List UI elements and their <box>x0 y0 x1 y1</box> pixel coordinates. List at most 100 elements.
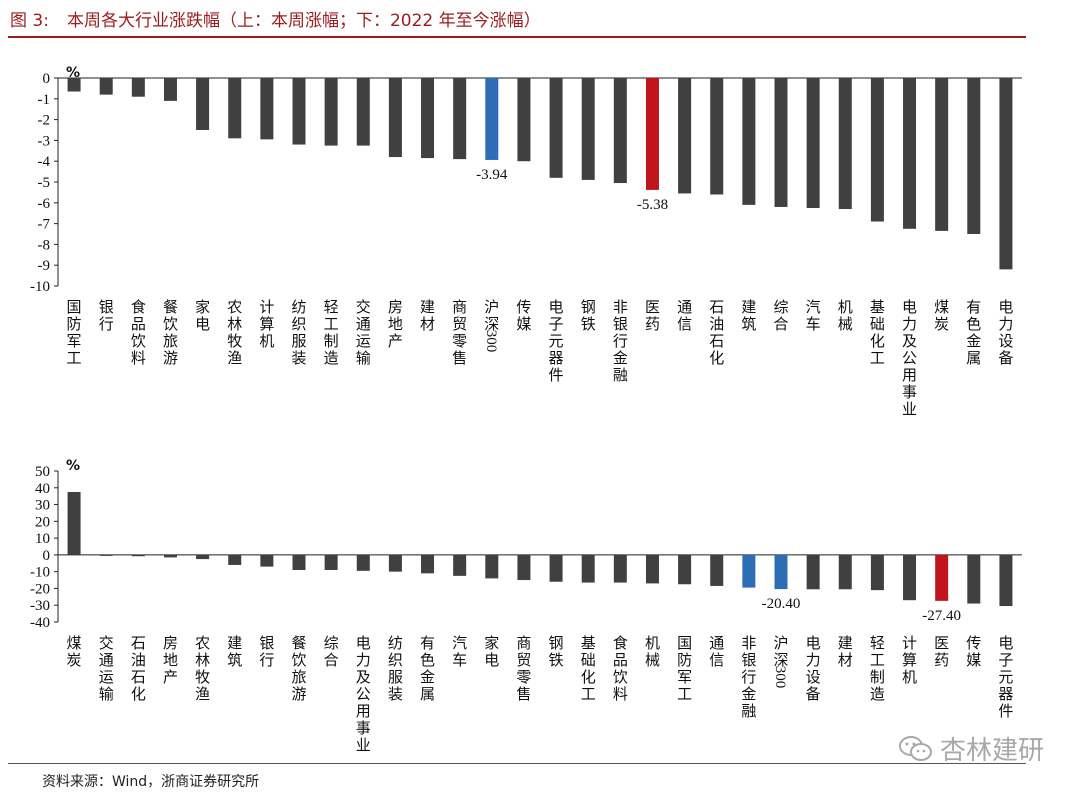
chart2-category-label: 售 <box>516 685 531 703</box>
chart2-category-label: 建 <box>838 634 853 652</box>
chart2-bar <box>453 554 467 576</box>
chart2-category-label: 煤 <box>67 634 82 652</box>
chart1-category-label: 础 <box>870 315 885 333</box>
chart1-category-label: 售 <box>452 349 467 367</box>
chart1-category-label: 商 <box>452 298 467 316</box>
chart1-bar <box>292 78 306 145</box>
chart1-category-label: 轻 <box>324 298 339 316</box>
chart1-category-label: 汽 <box>806 298 821 316</box>
chart1-category-label: 金 <box>966 332 981 350</box>
chart2-category-label: 算 <box>902 651 917 669</box>
chart2-category-label: 汽 <box>452 634 467 652</box>
chart1-bar <box>228 78 242 139</box>
chart2-category-label: 综 <box>324 634 339 652</box>
chart2-category-label: 力 <box>356 651 371 669</box>
chart1-category-label: 国 <box>67 298 82 316</box>
chart2-category-label: 属 <box>420 685 435 703</box>
chart1-category-label: 化 <box>709 349 724 367</box>
chart2-y-tick-label: -20 <box>30 581 50 597</box>
chart2-category-label: 纺 <box>388 634 403 652</box>
chart2-category-label: 钢 <box>549 634 564 652</box>
chart1-category-label: 林 <box>227 315 242 333</box>
chart1-bar <box>806 78 820 208</box>
chart1-bar <box>742 78 756 205</box>
chart1-category-label: 旅 <box>163 332 178 350</box>
chart1-category-label: 品 <box>131 315 146 333</box>
chart1-bar <box>581 78 595 180</box>
chart1-category-label: 铁 <box>581 315 596 333</box>
chart2-category-label: 银 <box>259 634 274 652</box>
chart1-category-label: 化 <box>870 332 885 350</box>
chart1-category-label: 医 <box>645 298 660 316</box>
chart1-category-label: 电 <box>549 298 564 316</box>
chart1-bar <box>163 78 177 101</box>
chart1-bar <box>838 78 852 210</box>
chart1-category-label: 工 <box>870 349 885 367</box>
chart2-category-label: 服 <box>388 668 403 686</box>
chart2-category-label: 农 <box>195 634 210 652</box>
chart1-category-label: 地 <box>388 315 403 333</box>
chart1-category-label: 材 <box>420 315 435 333</box>
chart2-category-label: 通 <box>709 634 724 652</box>
chart2-y-tick-label: 0 <box>43 548 51 564</box>
chart2-category-label: 渔 <box>195 685 210 703</box>
figure-label: 图 3: <box>10 11 49 31</box>
chart1-category-label: 信 <box>677 315 692 333</box>
watermark: 杏林建研 <box>898 730 1044 767</box>
chart2-category-label: 化 <box>131 685 146 703</box>
chart2-bar <box>613 554 627 583</box>
chart2-y-tick-label: 30 <box>35 498 50 514</box>
chart1-category-label: 服 <box>291 332 306 350</box>
chart1-y-tick-label: -3 <box>38 133 51 149</box>
chart2-category-label: 零 <box>516 668 531 686</box>
chart1-category-label: 贸 <box>452 315 467 333</box>
chart1-y-tick-label: -5 <box>38 175 51 191</box>
chart2-category-label: 医 <box>934 634 949 652</box>
chart2-category-label: 深 <box>773 651 788 669</box>
chart1-bar <box>613 78 627 184</box>
chart2-category-label: 饮 <box>613 668 628 686</box>
chart2-bar <box>196 554 210 560</box>
chart2-category-label: 色 <box>420 651 435 669</box>
chart1-category-label: 事 <box>902 383 917 401</box>
chart2-category-label: 饮 <box>291 651 306 669</box>
chart1-bar <box>485 78 499 160</box>
footer-rule <box>8 763 1026 764</box>
chart2-category-label: 事 <box>356 719 371 737</box>
chart1-bar <box>196 78 210 130</box>
chart2-bar <box>260 554 274 567</box>
chart2-bar <box>967 554 981 604</box>
chart1-category-label: 电 <box>902 298 917 316</box>
chart2-category-label: 油 <box>131 651 146 669</box>
chart2-bar <box>742 554 756 588</box>
chart2-category-label: 备 <box>806 685 821 703</box>
chart2-category-label: 通 <box>99 651 114 669</box>
chart2-bar <box>67 491 81 555</box>
chart1-bar <box>99 78 113 95</box>
chart2-category-label: 基 <box>581 634 596 652</box>
chart2-y-tick-label: 10 <box>35 531 50 547</box>
chart2-category-label: 化 <box>581 668 596 686</box>
chart2-category-label: 融 <box>741 702 756 720</box>
chart2-category-label: 食 <box>613 634 628 652</box>
chart2-category-label: 信 <box>709 651 724 669</box>
chart1-category-label: 造 <box>324 349 339 367</box>
chart2-unit-label: % <box>66 458 80 474</box>
chart1-category-label: 药 <box>645 315 660 333</box>
figure-title-text: 本周各大行业涨跌幅（上：本周涨幅；下：2022 年至今涨幅） <box>66 11 541 31</box>
chart2-y-tick-label: 20 <box>35 514 50 530</box>
chart1-bar <box>549 78 563 178</box>
chart1-category-label: 运 <box>356 332 371 350</box>
chart2-bar <box>517 554 531 581</box>
chart1-category-label: 工 <box>67 349 82 367</box>
chart1-bar <box>517 78 531 162</box>
chart1-category-label: 家 <box>195 298 210 316</box>
chart1-bar <box>999 78 1013 270</box>
chart2-y-tick-label: 40 <box>35 481 50 497</box>
chart1-y-tick-label: 0 <box>43 71 51 87</box>
chart2-category-label: 工 <box>870 651 885 669</box>
chart2-category-label: 军 <box>677 668 692 686</box>
chart1-category-label: 渔 <box>227 349 242 367</box>
chart1-category-label: 媒 <box>516 315 531 333</box>
chart1-bar <box>324 78 338 146</box>
